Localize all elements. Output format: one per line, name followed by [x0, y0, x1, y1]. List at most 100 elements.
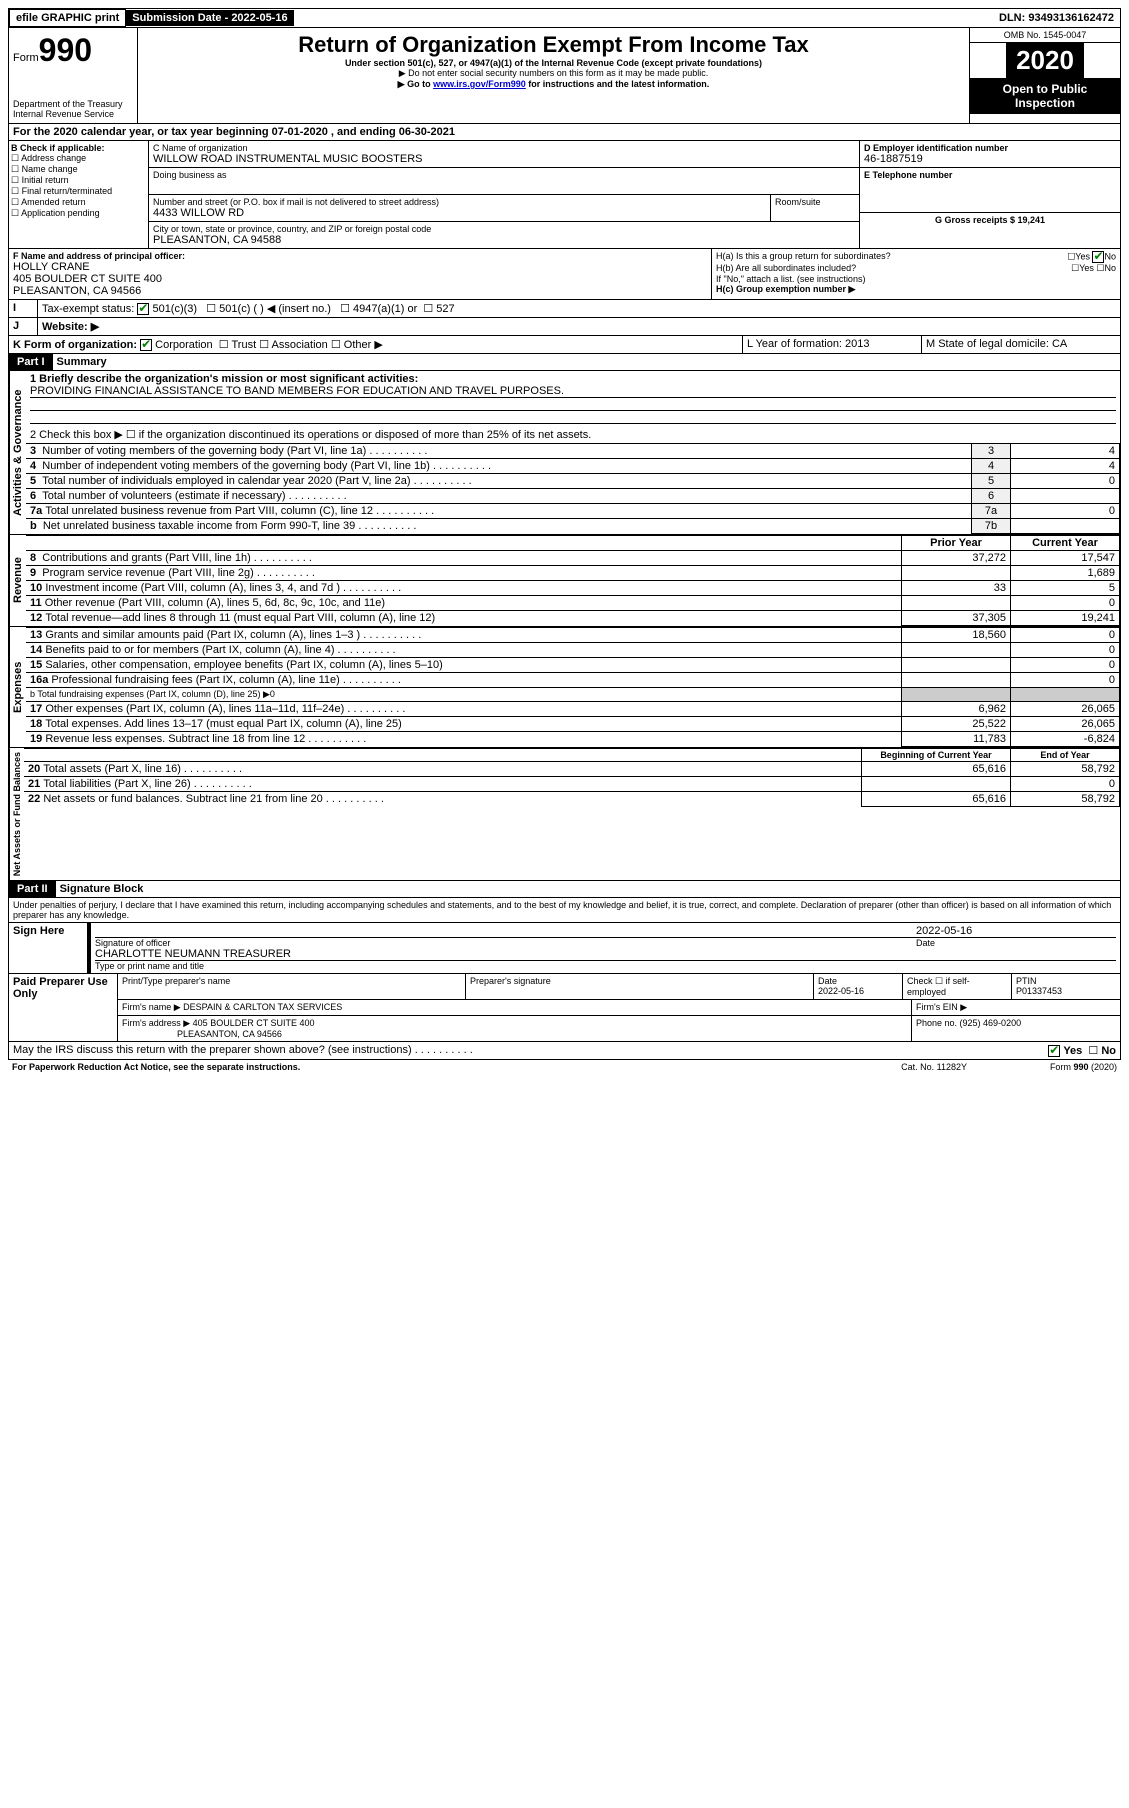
addr: 4433 WILLOW RD	[153, 207, 766, 219]
date-label: Date	[916, 938, 1116, 948]
rev-table: Prior YearCurrent Year 8 Contributions a…	[26, 535, 1120, 626]
b-opt-2: ☐ Initial return	[11, 175, 146, 186]
sign-block: Sign Here 2022-05-16 Signature of office…	[8, 923, 1121, 974]
b-opt-0: ☐ Address change	[11, 153, 146, 164]
omb: OMB No. 1545-0047	[970, 28, 1120, 43]
table-row: 6 Total number of volunteers (estimate i…	[26, 489, 1120, 504]
table-row: 14 Benefits paid to or for members (Part…	[26, 643, 1120, 658]
line-l: L Year of formation: 2013	[742, 336, 921, 353]
gov-table: 3 Number of voting members of the govern…	[26, 443, 1120, 534]
exp-table: 13 Grants and similar amounts paid (Part…	[26, 627, 1120, 747]
footer-left: For Paperwork Reduction Act Notice, see …	[12, 1062, 901, 1072]
table-row: 19 Revenue less expenses. Subtract line …	[26, 732, 1120, 747]
efile-button[interactable]: efile GRAPHIC print	[9, 9, 126, 27]
submission-date: Submission Date - 2022-05-16	[126, 10, 293, 26]
paid-title: Paid Preparer Use Only	[9, 974, 117, 1041]
irs-label: Internal Revenue Service	[13, 109, 133, 119]
vert-net: Net Assets or Fund Balances	[9, 748, 24, 880]
table-row: 16a Professional fundraising fees (Part …	[26, 673, 1120, 688]
addr-label: Number and street (or P.O. box if mail i…	[153, 197, 766, 207]
org-name: WILLOW ROAD INSTRUMENTAL MUSIC BOOSTERS	[153, 153, 855, 165]
table-row: b Net unrelated business taxable income …	[26, 519, 1120, 534]
g-label: G Gross receipts $ 19,241	[860, 213, 1120, 227]
line-j: Website: ▶	[38, 318, 1120, 335]
part2-label: Part II	[9, 881, 56, 897]
h-note: If "No," attach a list. (see instruction…	[716, 274, 1116, 284]
table-row: 4 Number of independent voting members o…	[26, 459, 1120, 474]
table-row: 15 Salaries, other compensation, employe…	[26, 658, 1120, 673]
firm-name: DESPAIN & CARLTON TAX SERVICES	[183, 1002, 342, 1012]
part1-title: Summary	[53, 354, 111, 370]
name-label: Type or print name and title	[95, 961, 1116, 971]
note2-pre: ▶ Go to	[398, 79, 433, 89]
b-opt-5: ☐ Application pending	[11, 208, 146, 219]
sig-label: Signature of officer	[95, 938, 916, 948]
self-emp: Check ☐ if self-employed	[903, 974, 1012, 999]
discuss: May the IRS discuss this return with the…	[9, 1042, 1044, 1059]
sign-here: Sign Here	[9, 923, 87, 973]
dept-label: Department of the Treasury	[13, 99, 133, 109]
subtitle: Under section 501(c), 527, or 4947(a)(1)…	[142, 58, 965, 68]
sign-date: 2022-05-16	[916, 925, 1116, 937]
dln: DLN: 93493136162472	[993, 10, 1120, 26]
form-word: Form	[13, 52, 39, 64]
prep-sig-label: Preparer's signature	[466, 974, 814, 999]
open-public: Open to Public Inspection	[970, 78, 1120, 114]
city-label: City or town, state or province, country…	[153, 224, 855, 234]
top-bar: efile GRAPHIC print Submission Date - 20…	[8, 8, 1121, 28]
fh-block: F Name and address of principal officer:…	[8, 249, 1121, 300]
net-table: Beginning of Current YearEnd of Year 20 …	[24, 748, 1120, 807]
line-m: M State of legal domicile: CA	[921, 336, 1120, 353]
line-k: K Form of organization: Corporation ☐ Tr…	[9, 336, 742, 353]
discuss-yesno: Yes ☐ No	[1044, 1042, 1120, 1059]
officer-sig-name: CHARLOTTE NEUMANN TREASURER	[95, 948, 1116, 961]
f-label: F Name and address of principal officer:	[13, 251, 707, 261]
d-label: D Employer identification number	[864, 143, 1116, 153]
declaration: Under penalties of perjury, I declare th…	[8, 898, 1121, 923]
table-row: 13 Grants and similar amounts paid (Part…	[26, 628, 1120, 643]
corp-check	[140, 339, 152, 351]
501c3-check	[137, 303, 149, 315]
firm-ein: Firm's EIN ▶	[911, 1000, 1120, 1015]
q2: 2 Check this box ▶ ☐ if the organization…	[26, 426, 1120, 443]
e-label: E Telephone number	[864, 170, 1116, 180]
ein: 46-1887519	[864, 153, 1116, 165]
tax-year: 2020	[1006, 43, 1084, 78]
footer-right: Form 990 (2020)	[967, 1062, 1117, 1072]
c-label: C Name of organization	[153, 143, 855, 153]
prep-name-label: Print/Type preparer's name	[118, 974, 466, 999]
note1: ▶ Do not enter social security numbers o…	[142, 68, 965, 79]
officer-addr2: PLEASANTON, CA 94566	[13, 285, 707, 297]
vert-exp: Expenses	[9, 627, 26, 747]
dba-label: Doing business as	[153, 170, 855, 180]
table-row: 9 Program service revenue (Part VIII, li…	[26, 566, 1120, 581]
ha: H(a) Is this a group return for subordin…	[716, 251, 1067, 263]
table-row: 17 Other expenses (Part IX, column (A), …	[26, 702, 1120, 717]
part2-title: Signature Block	[56, 881, 148, 897]
b-opt-1: ☐ Name change	[11, 164, 146, 175]
form-number: 990	[39, 32, 92, 68]
form990-link[interactable]: www.irs.gov/Form990	[433, 79, 526, 89]
officer-name: HOLLY CRANE	[13, 261, 707, 273]
q1-label: 1 Briefly describe the organization's mi…	[30, 373, 1116, 385]
table-row: 21 Total liabilities (Part X, line 26)0	[24, 777, 1120, 792]
table-row: 7a Total unrelated business revenue from…	[26, 504, 1120, 519]
vert-gov: Activities & Governance	[9, 371, 26, 534]
line-i: Tax-exempt status: 501(c)(3) ☐ 501(c) ( …	[38, 300, 1120, 317]
part1-label: Part I	[9, 354, 53, 370]
table-row: 20 Total assets (Part X, line 16)65,6165…	[24, 762, 1120, 777]
ha-no-check	[1092, 251, 1104, 263]
phone: Phone no. (925) 469-0200	[911, 1016, 1120, 1041]
q1-val: PROVIDING FINANCIAL ASSISTANCE TO BAND M…	[30, 385, 1116, 398]
table-row: 8 Contributions and grants (Part VIII, l…	[26, 551, 1120, 566]
vert-rev: Revenue	[9, 535, 26, 626]
note2-post: for instructions and the latest informat…	[526, 79, 710, 89]
info-block: B Check if applicable: ☐ Address change …	[8, 141, 1121, 249]
hc: H(c) Group exemption number ▶	[716, 284, 1116, 295]
box-b-title: B Check if applicable:	[11, 143, 146, 153]
table-row: b Total fundraising expenses (Part IX, c…	[26, 688, 1120, 702]
efile-label: efile GRAPHIC print	[16, 12, 119, 24]
city: PLEASANTON, CA 94588	[153, 234, 855, 246]
table-row: 11 Other revenue (Part VIII, column (A),…	[26, 596, 1120, 611]
form-title: Return of Organization Exempt From Incom…	[142, 32, 965, 58]
